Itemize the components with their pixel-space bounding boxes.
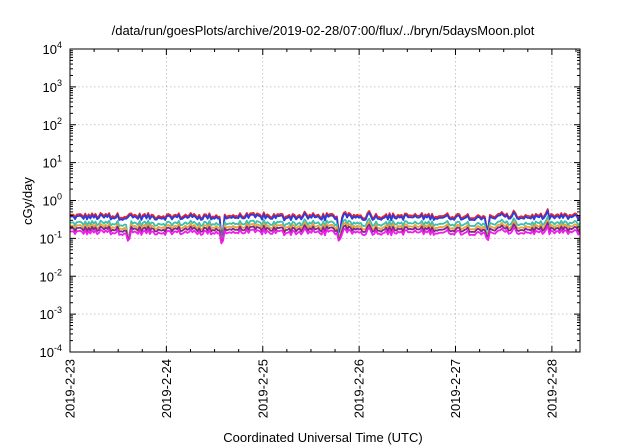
x-tick-label: 2019-2-24 bbox=[159, 359, 174, 418]
grid bbox=[70, 48, 580, 353]
series-line bbox=[69, 215, 581, 241]
x-axis-label: Coordinated Universal Time (UTC) bbox=[223, 430, 422, 445]
x-tick-label: 2019-2-28 bbox=[544, 359, 559, 418]
x-tick-label: 2019-2-27 bbox=[448, 359, 463, 418]
y-tick-label: 10-3 bbox=[40, 305, 62, 322]
y-tick-label: 10-2 bbox=[40, 267, 62, 284]
y-tick-label: 104 bbox=[43, 40, 62, 57]
series-line bbox=[69, 209, 581, 237]
series-line bbox=[69, 224, 581, 245]
y-tick-label: 10-1 bbox=[40, 229, 62, 246]
x-axis-ticks: 2019-2-23 2019-2-24 2019-2-25 2019-2-26 2019… bbox=[63, 49, 577, 418]
series-group bbox=[69, 208, 581, 245]
y-tick-label: 10-4 bbox=[40, 343, 62, 360]
x-tick-label: 2019-2-25 bbox=[255, 359, 270, 418]
y-tick-label: 103 bbox=[43, 78, 62, 95]
y-axis-ticks: 10-4 10-3 10-2 10-1 100 101 102 103 104 bbox=[40, 40, 580, 360]
y-tick-label: 102 bbox=[43, 116, 62, 133]
y-tick-label: 101 bbox=[43, 154, 62, 171]
chart-title: /data/run/goesPlots/archive/2019-02-28/0… bbox=[112, 23, 535, 38]
x-tick-label: 2019-2-23 bbox=[63, 359, 78, 418]
x-tick-label: 2019-2-26 bbox=[352, 359, 367, 418]
y-tick-label: 100 bbox=[43, 192, 62, 209]
y-axis-label: cGy/day bbox=[20, 177, 35, 225]
